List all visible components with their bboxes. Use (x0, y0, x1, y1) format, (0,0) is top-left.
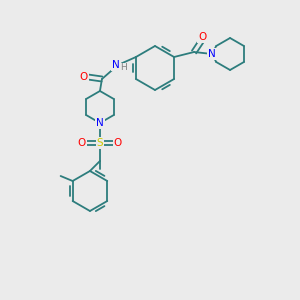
Text: O: O (198, 32, 206, 42)
Text: H: H (121, 64, 127, 73)
Text: O: O (78, 138, 86, 148)
Text: O: O (114, 138, 122, 148)
Text: N: N (112, 60, 120, 70)
Text: N: N (208, 49, 216, 59)
Text: S: S (97, 138, 103, 148)
Text: N: N (96, 118, 104, 128)
Text: O: O (80, 72, 88, 82)
